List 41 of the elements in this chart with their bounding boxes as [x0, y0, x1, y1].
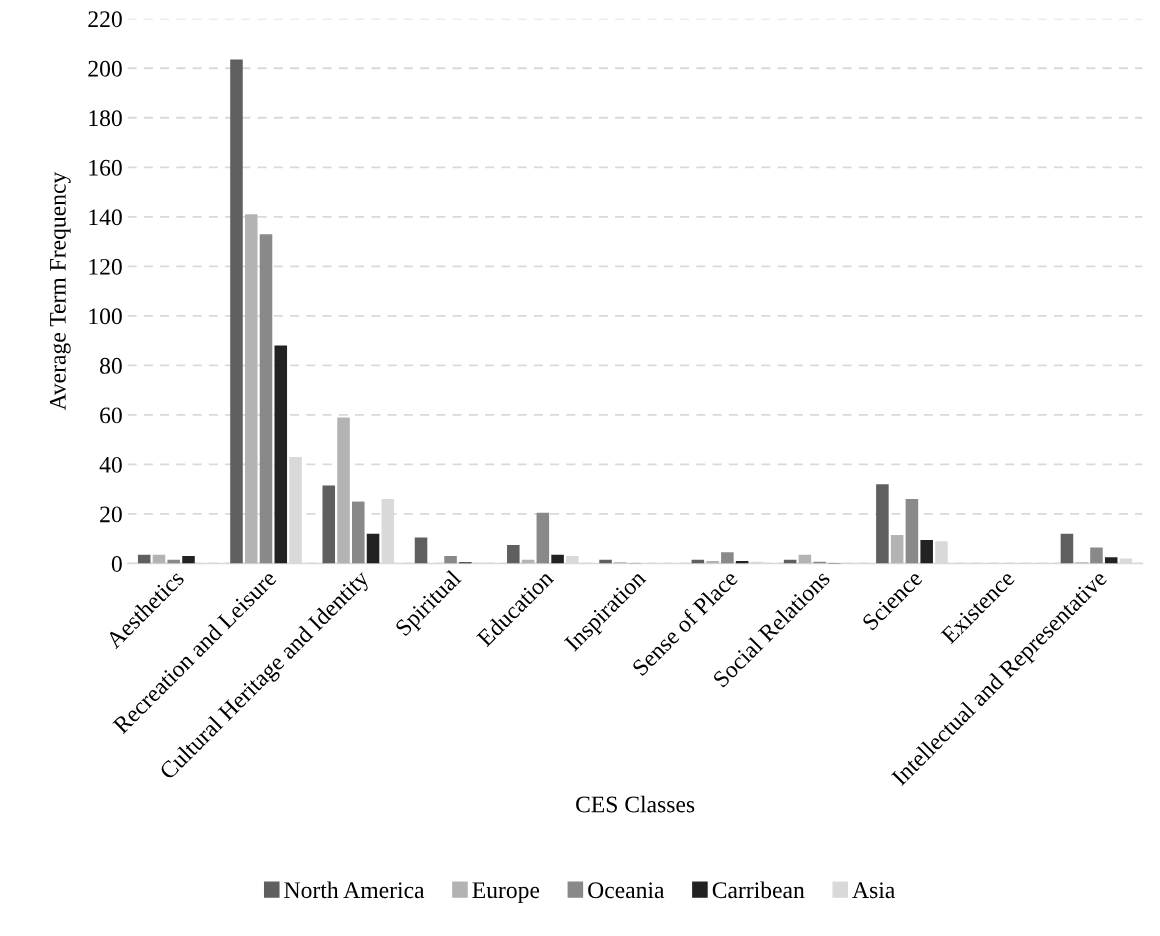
- bar: [244, 214, 258, 564]
- bar: [890, 535, 904, 564]
- bar: [444, 556, 457, 564]
- y-tick-label: 200: [88, 60, 122, 77]
- bar: [322, 485, 336, 564]
- y-tick-label: 40: [99, 456, 122, 473]
- bar: [352, 501, 365, 564]
- y-tick-label: 80: [100, 357, 122, 374]
- bar: [1104, 557, 1118, 564]
- bar: [414, 537, 428, 564]
- bar: [551, 554, 564, 564]
- bar: [536, 512, 550, 564]
- bar: [337, 417, 350, 564]
- bar: [507, 544, 520, 564]
- y-axis-title: Average Term Frequency: [49, 171, 71, 411]
- legend-label: North America: [284, 881, 425, 899]
- y-tick-label: 220: [88, 11, 122, 28]
- bar: [182, 556, 195, 564]
- bar: [259, 234, 273, 564]
- bar: [230, 59, 243, 564]
- legend-label: Europe: [472, 882, 540, 903]
- bar: [905, 499, 919, 564]
- bar: [366, 533, 380, 564]
- y-tick-label: 0: [111, 555, 122, 572]
- y-tick-label: 20: [100, 506, 122, 523]
- bar: [274, 345, 288, 564]
- legend-label: Asia: [852, 882, 895, 899]
- y-tick-label: 180: [89, 110, 122, 127]
- bar: [1090, 547, 1103, 564]
- bar: [1060, 533, 1074, 564]
- legend-label: Oceania: [588, 882, 665, 899]
- y-tick-label: 60: [100, 407, 122, 424]
- y-tick-label: 100: [89, 308, 122, 325]
- bar: [920, 539, 933, 564]
- bar: [876, 484, 889, 564]
- x-axis-title: CES Classes: [576, 795, 695, 813]
- bar: [721, 552, 734, 564]
- y-tick-label: 140: [89, 209, 122, 226]
- y-tick-label: 120: [89, 258, 122, 275]
- legend-label: Carribean: [712, 881, 805, 899]
- y-tick-label: 160: [89, 159, 122, 176]
